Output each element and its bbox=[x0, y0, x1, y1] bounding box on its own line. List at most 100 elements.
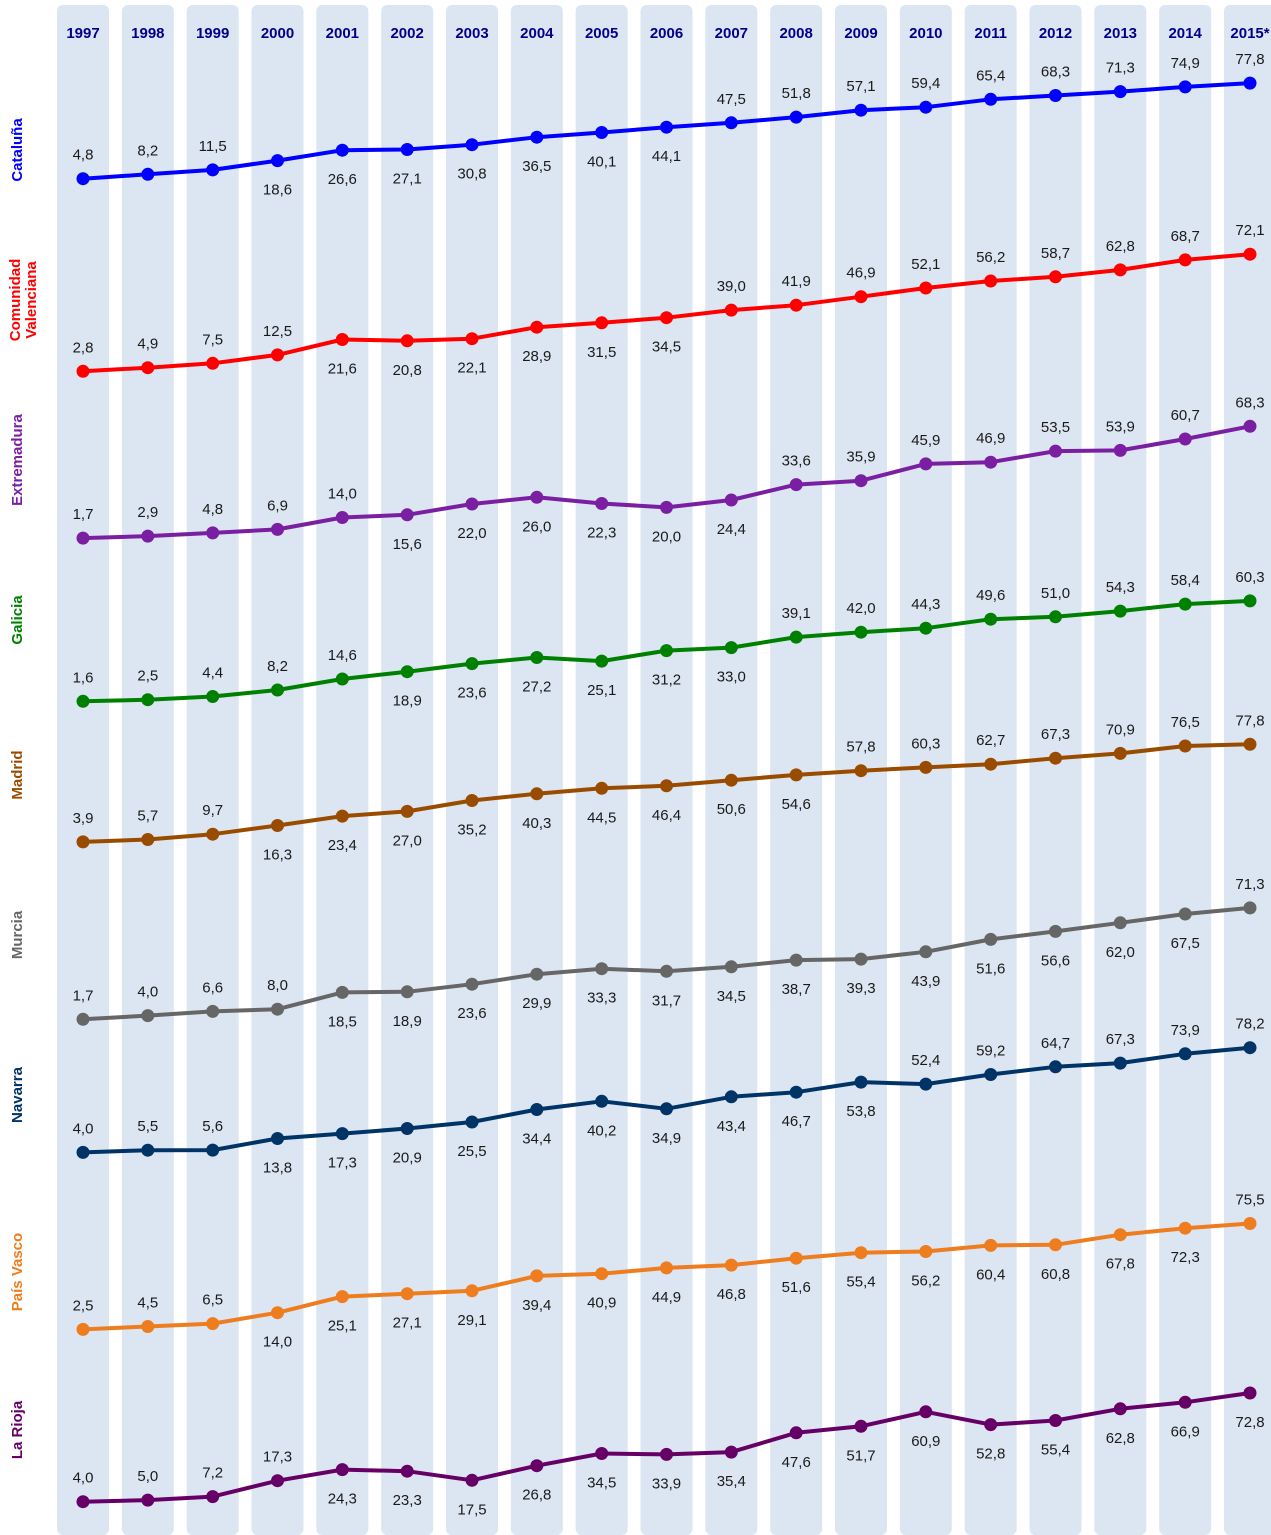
value-label-comunidad-valenciana-2015: 72,1 bbox=[1235, 222, 1264, 239]
data-point-comunidad-valenciana-2001 bbox=[335, 333, 349, 346]
data-point-madrid-2014 bbox=[1178, 739, 1192, 753]
value-label-cataluna-1997: 4,8 bbox=[73, 147, 94, 164]
data-point-la-rioja-2010 bbox=[919, 1405, 933, 1419]
region-label-navarra: Navarra bbox=[9, 1066, 26, 1123]
value-label-pais-vasco-2005: 40,9 bbox=[587, 1295, 616, 1312]
data-point-extremadura-2006 bbox=[660, 500, 673, 514]
value-label-pais-vasco-2014: 72,3 bbox=[1171, 1249, 1200, 1266]
value-label-la-rioja-2015: 72,8 bbox=[1235, 1414, 1264, 1431]
value-label-galicia-2002: 18,9 bbox=[393, 693, 422, 710]
data-point-la-rioja-2004 bbox=[530, 1459, 544, 1473]
data-point-navarra-1997 bbox=[76, 1145, 90, 1159]
value-label-cataluna-2002: 27,1 bbox=[393, 171, 422, 188]
series-cataluna: 4,8 8,2 11,5 18,6 26,6 27,1 30,8 36,5 40,1 44,1 47… bbox=[73, 51, 1265, 199]
data-point-cataluna-2014 bbox=[1178, 80, 1192, 94]
data-point-navarra-1998 bbox=[141, 1143, 155, 1157]
value-label-navarra-2008: 46,7 bbox=[782, 1113, 811, 1130]
year-label-2012: 2012 bbox=[1039, 25, 1072, 42]
data-point-pais-vasco-2014 bbox=[1178, 1221, 1192, 1235]
data-point-murcia-2001 bbox=[335, 985, 349, 999]
year-band-2003 bbox=[446, 5, 498, 1535]
value-label-comunidad-valenciana-2007: 39,0 bbox=[717, 278, 746, 295]
data-point-galicia-2010 bbox=[919, 621, 933, 635]
value-label-galicia-1999: 4,4 bbox=[202, 665, 223, 682]
year-band-2002 bbox=[381, 5, 434, 1535]
value-label-navarra-2004: 34,4 bbox=[522, 1131, 551, 1148]
year-band-2014 bbox=[1159, 5, 1212, 1535]
value-label-madrid-2005: 44,5 bbox=[587, 809, 616, 826]
value-label-galicia-2008: 39,1 bbox=[782, 605, 811, 622]
data-point-pais-vasco-2000 bbox=[271, 1306, 284, 1320]
value-label-madrid-2011: 62,7 bbox=[976, 732, 1005, 749]
value-label-cataluna-2005: 40,1 bbox=[587, 154, 616, 171]
value-label-comunidad-valenciana-2006: 34,5 bbox=[652, 339, 681, 356]
data-point-galicia-2008 bbox=[789, 630, 803, 644]
value-label-murcia-2001: 18,5 bbox=[328, 1013, 357, 1030]
value-label-pais-vasco-2008: 51,6 bbox=[782, 1279, 811, 1296]
data-point-extremadura-2012 bbox=[1049, 444, 1062, 458]
data-point-extremadura-2000 bbox=[271, 522, 284, 536]
value-label-extremadura-2005: 22,3 bbox=[587, 525, 616, 542]
value-label-pais-vasco-1997: 2,5 bbox=[73, 1297, 94, 1314]
data-point-la-rioja-2012 bbox=[1049, 1414, 1062, 1427]
value-label-pais-vasco-1998: 4,5 bbox=[137, 1295, 158, 1312]
data-point-comunidad-valenciana-2009 bbox=[854, 290, 868, 304]
region-label-murcia: Murcia bbox=[9, 910, 26, 959]
value-label-madrid-2008: 54,6 bbox=[782, 796, 811, 813]
data-point-extremadura-2007 bbox=[724, 493, 738, 507]
region-label-galicia: Galicia bbox=[9, 595, 26, 645]
data-point-navarra-2011 bbox=[984, 1068, 998, 1081]
data-point-navarra-2009 bbox=[854, 1075, 868, 1089]
data-point-galicia-2001 bbox=[335, 672, 349, 686]
data-point-murcia-2008 bbox=[789, 953, 803, 967]
data-point-navarra-2001 bbox=[335, 1127, 349, 1141]
data-point-la-rioja-2014 bbox=[1178, 1395, 1192, 1409]
data-point-murcia-2014 bbox=[1178, 907, 1192, 921]
data-point-murcia-2010 bbox=[919, 945, 933, 959]
value-label-la-rioja-2003: 17,5 bbox=[457, 1501, 486, 1518]
year-label-2005: 2005 bbox=[585, 25, 618, 42]
data-point-comunidad-valenciana-1999 bbox=[206, 356, 220, 370]
value-label-murcia-2009: 39,3 bbox=[846, 980, 875, 997]
value-label-extremadura-2014: 60,7 bbox=[1171, 407, 1200, 424]
data-point-murcia-2006 bbox=[660, 964, 673, 978]
value-label-madrid-2014: 76,5 bbox=[1171, 714, 1200, 731]
data-point-comunidad-valenciana-2003 bbox=[465, 332, 479, 346]
series-extremadura: 1,7 2,9 4,8 6,9 14,0 15,6 22,0 26,0 22,3 20,0 24,4… bbox=[73, 394, 1265, 553]
data-point-comunidad-valenciana-2011 bbox=[984, 274, 998, 288]
data-point-navarra-2008 bbox=[789, 1085, 803, 1099]
data-point-navarra-2007 bbox=[724, 1090, 738, 1104]
year-band-2013 bbox=[1094, 5, 1147, 1535]
value-label-la-rioja-2000: 17,3 bbox=[263, 1449, 292, 1466]
year-label-1998: 1998 bbox=[131, 25, 164, 42]
value-label-murcia-2008: 38,7 bbox=[782, 981, 811, 998]
value-label-comunidad-valenciana-1998: 4,9 bbox=[137, 336, 158, 353]
value-label-murcia-2013: 62,0 bbox=[1106, 944, 1135, 961]
data-point-la-rioja-2009 bbox=[854, 1419, 868, 1433]
data-point-pais-vasco-1999 bbox=[206, 1317, 220, 1331]
year-label-2000: 2000 bbox=[261, 25, 294, 42]
data-point-galicia-1998 bbox=[141, 693, 155, 707]
data-point-madrid-1998 bbox=[141, 833, 155, 846]
year-label-2011: 2011 bbox=[974, 25, 1007, 42]
data-point-madrid-2005 bbox=[595, 781, 609, 795]
data-point-la-rioja-2008 bbox=[789, 1426, 803, 1440]
value-label-murcia-2003: 23,6 bbox=[457, 1005, 486, 1022]
data-point-murcia-1998 bbox=[141, 1009, 155, 1023]
value-label-madrid-2006: 46,4 bbox=[652, 807, 681, 824]
year-band-2001 bbox=[316, 5, 369, 1535]
data-point-galicia-2003 bbox=[465, 657, 479, 671]
value-label-la-rioja-2002: 23,3 bbox=[393, 1492, 422, 1509]
data-point-pais-vasco-2012 bbox=[1049, 1238, 1062, 1252]
data-point-madrid-2000 bbox=[271, 819, 284, 832]
value-label-navarra-2006: 34,9 bbox=[652, 1130, 681, 1147]
value-label-galicia-2005: 25,1 bbox=[587, 682, 616, 699]
data-point-galicia-2002 bbox=[400, 665, 414, 679]
data-point-cataluna-2012 bbox=[1049, 89, 1062, 102]
data-point-galicia-1997 bbox=[76, 694, 90, 708]
value-label-madrid-2015: 77,8 bbox=[1235, 712, 1264, 729]
value-label-extremadura-1999: 4,8 bbox=[202, 501, 223, 518]
value-label-navarra-2001: 17,3 bbox=[328, 1155, 357, 1172]
value-label-comunidad-valenciana-2008: 41,9 bbox=[782, 273, 811, 290]
data-point-cataluna-2010 bbox=[919, 100, 933, 114]
